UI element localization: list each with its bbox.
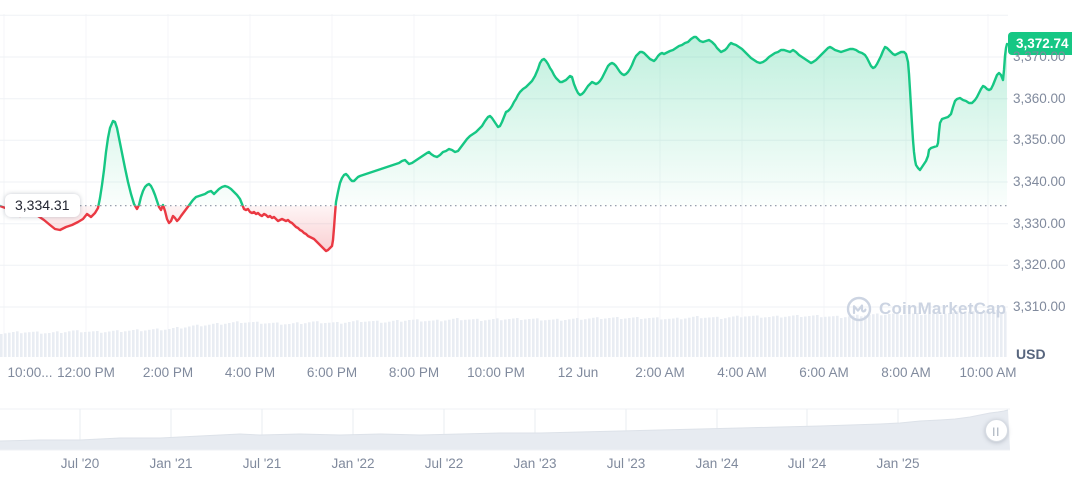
x-axis-label: 2:00 PM <box>142 365 194 380</box>
x-axis-label: 2:00 AM <box>635 365 685 380</box>
navigator-axis-label: Jan '25 <box>876 456 920 471</box>
navigator-axis-label: Jul '21 <box>242 456 282 471</box>
x-axis-label: 4:00 AM <box>717 365 767 380</box>
x-axis-label: 12:00 PM <box>57 365 115 380</box>
x-axis-label: 8:00 PM <box>388 365 440 380</box>
previous-close-pill: 3,334.31 <box>5 193 80 218</box>
y-axis-label: 3,330.00 <box>1013 215 1066 231</box>
x-axis-label: 8:00 AM <box>881 365 931 380</box>
previous-close-value: 3,334.31 <box>15 196 70 213</box>
y-axis-label: 3,310.00 <box>1013 299 1066 314</box>
x-axis-label: 4:00 PM <box>224 365 276 380</box>
navigator-handle-icon: || <box>992 425 1001 436</box>
x-axis-label: 10:00 PM <box>467 365 525 380</box>
range-navigator[interactable] <box>0 406 1010 452</box>
navigator-axis-label: Jan '24 <box>695 456 739 471</box>
x-axis-label: 10:00 AM <box>959 365 1017 380</box>
y-axis-label: 3,370.00 <box>1013 49 1066 64</box>
x-axis-label: 10:00... <box>7 365 53 380</box>
navigator-handle[interactable]: || <box>985 419 1008 442</box>
x-axis-label: 12 Jun <box>557 365 599 380</box>
x-axis-label: 6:00 PM <box>306 365 358 380</box>
main-price-chart[interactable] <box>0 0 1008 358</box>
coinmarketcap-watermark: CoinMarketCap <box>846 296 1006 322</box>
navigator-axis-label: Jan '22 <box>331 456 375 471</box>
y-axis-label: 3,340.00 <box>1013 174 1066 189</box>
navigator-axis-label: Jul '20 <box>60 456 100 471</box>
navigator-axis-label: Jan '23 <box>513 456 557 471</box>
y-axis-label: 3,360.00 <box>1013 90 1066 106</box>
x-axis-label: 6:00 AM <box>799 365 849 380</box>
y-axis-label: 3,320.00 <box>1013 257 1066 273</box>
currency-unit-label: USD <box>1016 346 1046 362</box>
watermark-text: CoinMarketCap <box>879 299 1007 318</box>
current-price-badge: 3,372.74 <box>1008 31 1072 56</box>
navigator-axis-label: Jul '22 <box>424 456 464 471</box>
navigator-axis-label: Jul '23 <box>606 456 646 471</box>
coinmarketcap-logo-icon <box>846 296 872 322</box>
navigator-axis-label: Jul '24 <box>787 456 827 471</box>
navigator-axis-label: Jan '21 <box>149 456 193 471</box>
y-axis-label: 3,350.00 <box>1013 132 1066 148</box>
